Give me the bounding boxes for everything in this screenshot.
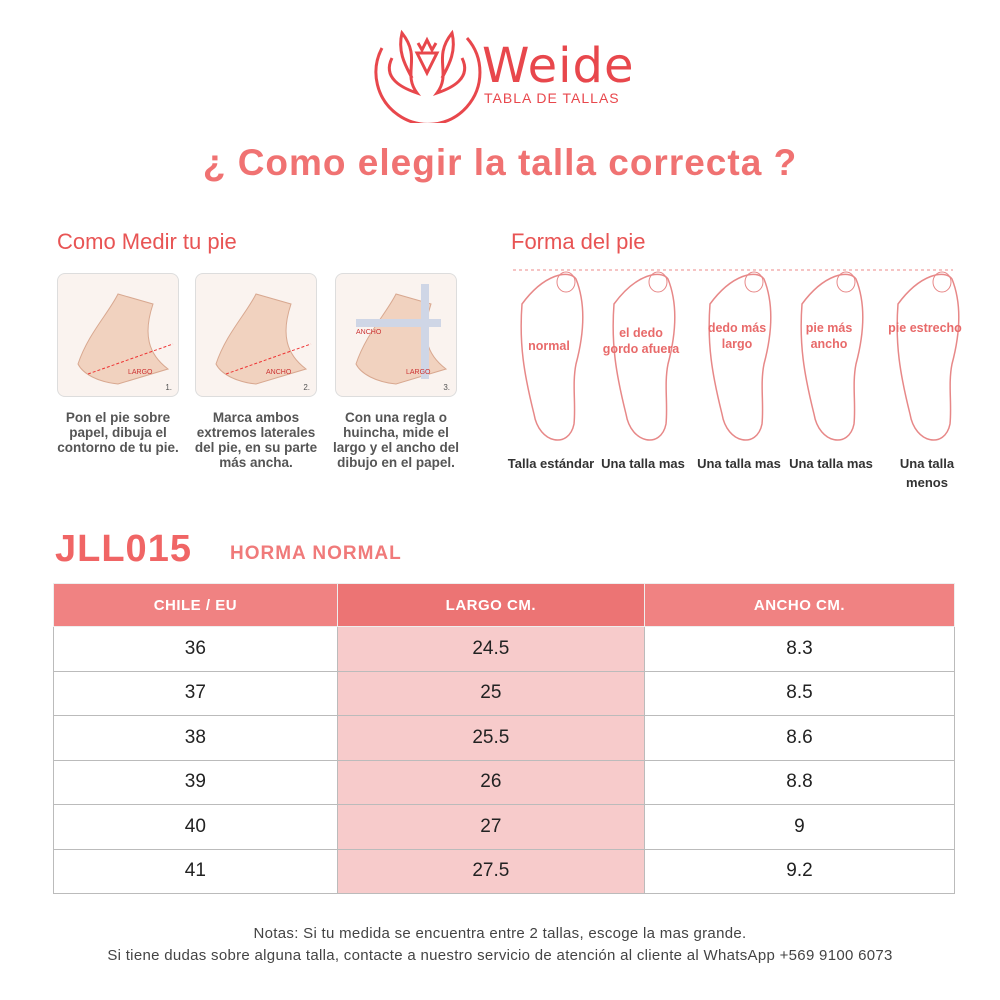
brand-subtitle: TABLA DE TALLAS (484, 90, 620, 106)
cell-length: 26 (336, 759, 645, 805)
foot-shape-icon (708, 271, 772, 441)
cell-size: 40 (53, 804, 338, 850)
cell-size: 38 (53, 715, 338, 761)
size-table: CHILE / EU LARGO CM. ANCHO CM. 36 24.5 8… (53, 583, 956, 894)
table-row: 38 25.5 8.6 (53, 715, 956, 761)
table-row: 36 24.5 8.3 (53, 626, 956, 672)
cell-length: 24.5 (336, 626, 645, 672)
cell-size: 39 (53, 759, 338, 805)
step-number: 3. (443, 383, 450, 392)
cell-width: 8.3 (643, 626, 956, 672)
foot-result: Una talla menos (899, 456, 955, 490)
table-row: 37 25 8.5 (53, 670, 956, 716)
foot-measure-icon (355, 284, 448, 385)
foot-shape-label: dedo más largo (707, 321, 767, 351)
step-caption-1: Pon el pie sobre papel, dibuja el contor… (57, 410, 179, 455)
foot-result: Una talla mas (601, 456, 685, 471)
cell-length: 25 (336, 670, 645, 716)
step-tag-2: ANCHO (356, 329, 382, 336)
foot-shape-label: pie estrecho (888, 321, 962, 335)
note-line-1: Notas: Si tu medida se encuentra entre 2… (253, 925, 747, 942)
header-width: ANCHO CM. (643, 583, 956, 627)
model-code: JLL015 (55, 528, 192, 570)
foot-shape-icon (520, 271, 584, 441)
step-image-1: LARGO 1. (57, 273, 179, 397)
note-line-2: Si tiene dudas sobre alguna talla, conta… (107, 947, 893, 964)
notes: Notas: Si tu medida se encuentra entre 2… (0, 923, 1000, 967)
swan-logo-icon (374, 29, 482, 123)
step-caption-2: Marca ambos extremos laterales del pie, … (194, 410, 318, 470)
step-number: 1. (165, 383, 172, 392)
step-tag: LARGO (128, 369, 153, 376)
foot-shape-icon (800, 271, 864, 441)
cell-width: 9 (643, 804, 956, 850)
foot-shape-icon (612, 271, 676, 441)
fit-type: HORMA NORMAL (230, 543, 402, 564)
cell-width: 8.5 (643, 670, 956, 716)
foot-measure-icon (215, 293, 312, 385)
foot-shape-icon (896, 271, 960, 441)
table-row: 40 27 9 (53, 804, 956, 850)
cell-width: 9.2 (643, 848, 956, 894)
cell-length: 27.5 (336, 848, 645, 894)
cell-length: 25.5 (336, 715, 645, 761)
foot-measure-icon (77, 293, 174, 385)
cell-length: 27 (336, 804, 645, 850)
cell-width: 8.6 (643, 715, 956, 761)
step-image-2: ANCHO 2. (195, 273, 317, 397)
step-image-3: LARGO ANCHO 3. (335, 273, 457, 397)
foot-result: Talla estándar (507, 456, 595, 471)
cell-width: 8.8 (643, 759, 956, 805)
table-row: 41 27.5 9.2 (53, 848, 956, 894)
measure-heading: Como Medir tu pie (57, 229, 237, 254)
step-tag: LARGO (406, 369, 431, 376)
foot-shape-label: el dedo gordo afuera (602, 326, 680, 356)
step-number: 2. (303, 383, 310, 392)
header-length: LARGO CM. (336, 583, 645, 627)
cell-size: 37 (53, 670, 338, 716)
header-size: CHILE / EU (53, 583, 338, 627)
foot-shape-label: pie más ancho (805, 321, 853, 351)
foot-shape-label: normal (528, 339, 570, 353)
page-title: ¿ Como elegir la talla correcta ? (202, 142, 798, 183)
shape-heading: Forma del pie (511, 229, 646, 254)
cell-size: 41 (53, 848, 338, 894)
dashed-guide-line (513, 269, 953, 271)
foot-result: Una talla mas (789, 456, 873, 471)
brand-name: Weide (482, 38, 635, 94)
table-row: 39 26 8.8 (53, 759, 956, 805)
cell-size: 36 (53, 626, 338, 672)
foot-result: Una talla mas (697, 456, 781, 471)
step-tag: ANCHO (266, 369, 292, 376)
step-caption-3: Con una regla o huincha, mide el largo y… (332, 410, 460, 470)
